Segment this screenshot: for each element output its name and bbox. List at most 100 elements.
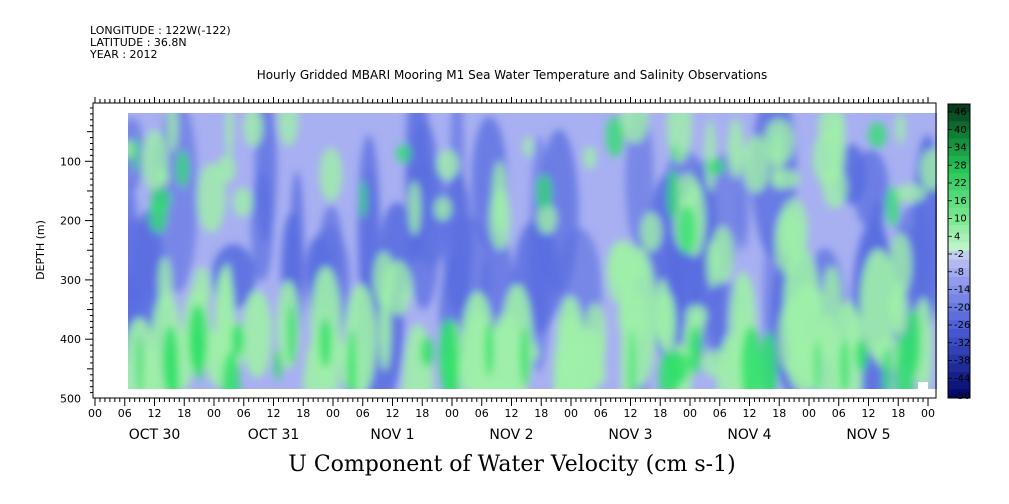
year-label: YEAR : 2012 <box>90 48 158 61</box>
strong-positive-patch <box>440 323 447 367</box>
strong-positive-patch <box>605 115 625 157</box>
strong-positive-patch <box>672 144 679 162</box>
positive-velocity-patch <box>895 113 906 145</box>
x-tick-label: 06 <box>356 407 370 420</box>
positive-velocity-patch <box>128 317 158 389</box>
strong-positive-patch <box>190 306 198 372</box>
x-tick-label: 06 <box>118 407 132 420</box>
colorbar-label: -2 <box>954 249 964 260</box>
strong-positive-patch <box>286 304 296 366</box>
positive-velocity-patch <box>812 130 842 186</box>
y-tick-label: 300 <box>60 274 81 287</box>
x-tick-label: 18 <box>891 407 905 420</box>
colorbar-segment <box>948 112 970 122</box>
colorbar-segment <box>948 380 970 390</box>
positive-velocity-patch <box>197 162 226 233</box>
colorbar-segment <box>948 190 970 200</box>
strong-positive-patch <box>658 350 680 389</box>
colorbar-segment <box>948 199 970 209</box>
colorbar-segment <box>948 363 970 373</box>
positive-velocity-patch <box>278 113 299 146</box>
strong-positive-patch <box>740 326 762 389</box>
strong-positive-patch <box>882 347 892 389</box>
positive-velocity-patch <box>919 148 937 191</box>
strong-positive-patch <box>359 179 367 219</box>
colorbar: 46 40 34 28 22 16 10 4 -2 -8 -14 -20 -26 -32 -38 -44 -50 <box>947 103 971 402</box>
x-tick-label: 00 <box>88 407 102 420</box>
positive-velocity-patch <box>319 147 343 202</box>
positive-velocity-patch <box>232 187 253 217</box>
positive-velocity-patch <box>156 168 169 186</box>
strong-positive-patch <box>688 325 702 375</box>
strong-positive-patch <box>678 205 697 255</box>
colorbar-label: 34 <box>954 143 967 154</box>
positive-velocity-patch <box>436 149 459 180</box>
latitude-label: LATITUDE : 36.8N <box>90 36 187 49</box>
colorbar-segment <box>948 155 970 166</box>
strong-positive-patch <box>446 348 459 389</box>
strong-positive-patch <box>667 169 679 220</box>
x-tick-label: 06 <box>713 407 727 420</box>
colorbar-frame <box>947 103 971 399</box>
colorbar-label: -38 <box>954 356 970 367</box>
colorbar-segment <box>948 104 970 114</box>
y-tick-label: 400 <box>60 333 81 346</box>
strong-positive-patch <box>230 323 245 357</box>
x-date-label: NOV 2 <box>489 427 533 443</box>
strong-positive-patch <box>520 326 530 387</box>
positive-velocity-patch <box>523 136 533 158</box>
colorbar-segment <box>948 302 970 313</box>
strong-positive-patch <box>868 122 887 148</box>
x-tick-label: 12 <box>862 407 876 420</box>
x-tick-label: 00 <box>564 407 578 420</box>
x-tick-label: 12 <box>624 407 638 420</box>
x-tick-label: 06 <box>594 407 608 420</box>
positive-velocity-patch <box>772 130 783 191</box>
colorbar-segment <box>948 294 970 304</box>
positive-velocity-patch <box>242 290 272 378</box>
colorbar-label: 46 <box>954 107 967 118</box>
colorbar-label: 16 <box>954 196 967 207</box>
strong-positive-patch <box>221 351 240 389</box>
colorbar-label: 22 <box>954 178 967 189</box>
x-tick-label: 12 <box>148 407 162 420</box>
strong-positive-patch <box>706 158 725 176</box>
x-date-label: NOV 1 <box>370 427 414 443</box>
positive-velocity-patch <box>553 314 589 389</box>
strong-positive-patch <box>132 137 139 172</box>
colorbar-segment <box>948 320 970 330</box>
strong-positive-patch <box>176 150 189 188</box>
negative-velocity-patch <box>442 172 473 313</box>
strong-positive-patch <box>162 325 179 389</box>
colorbar-segment <box>948 372 970 382</box>
x-tick-label: 06 <box>475 407 489 420</box>
x-date-label: OCT 31 <box>248 427 300 443</box>
strong-positive-patch <box>840 338 849 389</box>
negative-velocity-patch <box>255 113 277 243</box>
negative-velocity-patch <box>128 218 159 306</box>
colorbar-label: 4 <box>954 231 960 242</box>
strong-positive-patch <box>484 322 494 377</box>
colorbar-segment <box>948 276 970 287</box>
x-tick-label: 00 <box>445 407 459 420</box>
colorbar-segment <box>948 121 970 131</box>
colorbar-segment <box>948 389 970 399</box>
positive-velocity-patch <box>383 260 413 316</box>
x-tick-label: 12 <box>267 407 281 420</box>
colorbar-segment <box>948 129 970 140</box>
colorbar-label: -20 <box>954 302 970 313</box>
x-tick-label: 00 <box>326 407 340 420</box>
colorbar-segment <box>948 259 970 269</box>
strong-positive-patch <box>396 143 412 164</box>
x-tick-label: 18 <box>534 407 548 420</box>
x-tick-label: 18 <box>296 407 310 420</box>
strong-positive-patch <box>136 336 143 389</box>
positive-velocity-patch <box>536 203 557 235</box>
colorbar-segment <box>948 251 970 261</box>
colorbar-segment <box>948 268 970 278</box>
colorbar-label: -26 <box>954 320 970 331</box>
x-tick-label: 18 <box>415 407 429 420</box>
colorbar-segment <box>948 181 970 191</box>
positive-velocity-patch <box>489 189 511 251</box>
colorbar-label: 10 <box>954 214 967 225</box>
